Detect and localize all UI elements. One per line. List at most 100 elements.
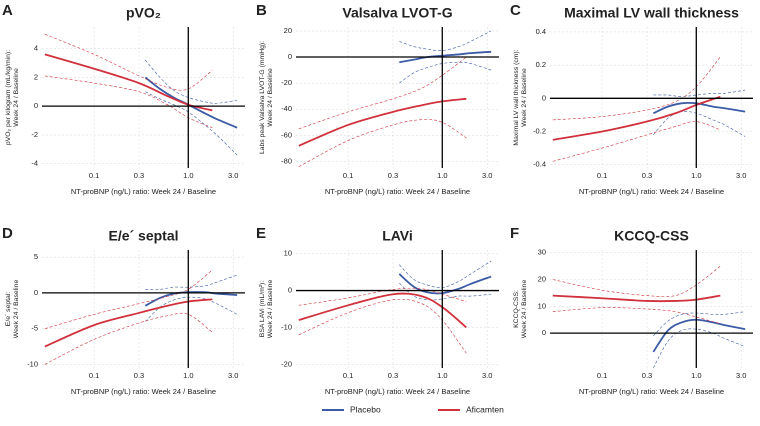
y-tick-label: -0.4 [533,160,546,169]
panel-title: Maximal LV wall thickness [564,5,739,21]
x-tick-label: 1.0 [691,171,701,180]
y-tick-label: -60 [281,130,292,139]
fit-line [44,298,213,348]
ci-line [145,59,238,104]
panel-letter: B [256,2,267,19]
x-tick-label: 1.0 [691,371,701,380]
x-tick-label: 0.3 [642,371,652,380]
y-axis-label: E/e´ septal: Week 24 / Baseline [5,280,20,339]
x-tick-label: 0.1 [89,371,99,380]
ci-line [399,61,492,84]
y-axis-label: BSA LAVi (mL/m²): Week 24 / Baseline [259,280,274,339]
ci-line [552,307,721,325]
panel-letter: D [2,225,13,242]
y-tick-label: -4 [31,159,38,168]
y-axis-label: KCCQ-CSS: Week 24 / Baseline [513,280,528,339]
fit-line [298,97,467,147]
x-tick-label: 3.0 [228,371,238,380]
y-axis-label-line: KCCQ-CSS: [513,290,520,328]
y-tick-label: 4 [34,44,38,53]
y-tick-label: -0.2 [533,126,546,135]
y-tick-label: 0.2 [536,60,546,69]
y-tick-label: 0 [34,288,38,297]
ci-line [653,328,746,369]
x-axis-label: NT-proBNP (ng/L) ratio: Week 24 / Baseli… [71,387,216,396]
y-tick-label: 0 [34,101,38,110]
ci-line [298,298,467,354]
y-axis-label-line: Week 24 / Baseline [521,68,528,127]
ci-line [44,75,213,128]
y-axis-label: Labs peak Valsalva LVOT-G (mmHg): Week 24… [259,41,274,154]
panel-title: KCCQ-CSS [614,228,689,244]
x-tick-label: 0.3 [134,171,144,180]
y-axis-label-line: E/e´ septal: [5,292,12,326]
panel-title: E/e´ septal [108,228,178,244]
fit-line [552,294,721,303]
y-tick-label: 20 [538,274,546,283]
fit-line [44,53,213,112]
x-tick-label: 3.0 [482,371,492,380]
ci-line [44,312,213,365]
x-tick-label: 3.0 [736,371,746,380]
y-tick-label: 2 [34,72,38,81]
panel-title: LAVi [382,228,413,244]
y-tick-label: 10 [538,301,546,310]
legend-label: Aficamten [466,404,504,414]
ci-line [399,30,492,51]
ci-line [552,121,721,162]
y-axis-label-line: Week 24 / Baseline [521,280,528,339]
y-tick-label: 0 [542,328,546,337]
x-tick-label: 0.3 [134,371,144,380]
y-tick-label: 0.4 [536,27,546,36]
ci-line [399,260,492,289]
x-axis-label: NT-proBNP (ng/L) ratio: Week 24 / Baseli… [325,387,470,396]
y-tick-label: 5 [34,252,38,261]
ci-line [145,91,238,156]
y-tick-label: 30 [538,248,546,257]
fit-line [652,318,746,353]
y-axis-label-line: pVO₂ per kilogram (mL/kg/min): [5,50,12,145]
x-axis-label: NT-proBNP (ng/L) ratio: Week 24 / Baseli… [325,187,470,196]
x-tick-label: 1.0 [437,171,447,180]
y-axis-label: Maximal LV wall thickness (cm): Week 24 /… [513,49,528,145]
y-axis-label-line: BSA LAVi (mL/m²): [259,281,266,338]
y-axis-label-line: Maximal LV wall thickness (cm): [513,49,520,145]
x-tick-label: 0.3 [388,171,398,180]
x-tick-label: 1.0 [183,371,193,380]
y-axis-label-line: Week 24 / Baseline [13,280,20,339]
panel-letter: F [510,225,519,242]
x-tick-label: 1.0 [437,371,447,380]
ci-line [298,287,467,306]
y-tick-label: -5 [31,324,38,333]
x-tick-label: 0.1 [597,171,607,180]
ci-line [552,56,721,121]
ci-line [44,269,213,329]
legend-label: Placebo [350,404,381,414]
y-axis-label-line: Labs peak Valsalva LVOT-G (mmHg): [259,41,266,154]
y-axis-label-line: Week 24 / Baseline [267,68,274,127]
x-axis-label: NT-proBNP (ng/L) ratio: Week 24 / Baseli… [579,387,724,396]
y-tick-label: 20 [284,26,292,35]
x-tick-label: 1.0 [183,171,193,180]
x-tick-label: 0.1 [343,171,353,180]
ci-line [298,119,467,167]
y-tick-label: 10 [284,249,292,258]
y-axis-label: pVO₂ per kilogram (mL/kg/min): Week 24 / … [5,50,20,145]
y-tick-label: -20 [281,78,292,87]
ci-line [145,274,238,290]
panel-title: pVO₂ [126,5,161,21]
panel-title: Valsalva LVOT-G [342,5,452,21]
y-tick-label: -10 [27,359,38,368]
y-axis-label-line: Week 24 / Baseline [13,68,20,127]
panel-letter: C [510,2,521,19]
y-tick-label: -20 [281,359,292,368]
fit-line [298,292,467,329]
y-tick-label: 0 [288,286,292,295]
ci-line [298,56,467,130]
x-tick-label: 0.1 [89,171,99,180]
panel-letter: A [2,2,13,19]
x-tick-label: 0.3 [388,371,398,380]
ci-line [552,265,721,297]
ci-line [399,282,492,301]
fit-line [144,76,238,129]
